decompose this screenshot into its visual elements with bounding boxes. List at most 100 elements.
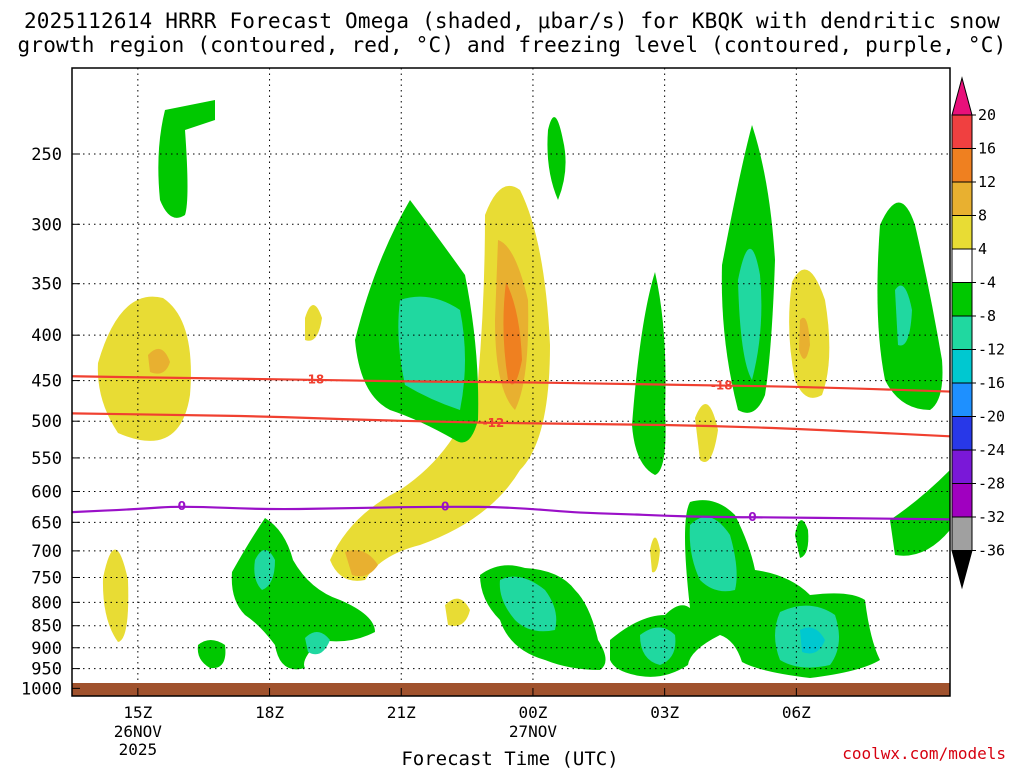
contour-label: -18 [711,379,733,393]
y-tick-label: 300 [31,215,62,235]
colorbar-label: -4 [978,274,996,292]
y-tick-label: 850 [31,617,62,637]
omega-core-descent-10 [499,576,557,632]
x-tick-date: 27NOV [509,722,558,741]
x-tick-label: 21Z [387,703,416,722]
omega-core-ascent-4 [503,282,522,385]
colorbar-swatch [951,516,973,551]
y-axis: 2503003504004505005506006507007508008509… [21,145,80,699]
colorbar-label: -32 [978,508,1005,526]
omega-region-ascent-2 [305,305,322,341]
contours: -18 -18 -12 0 0 0 [72,373,950,524]
omega-region-ascent-10 [650,537,660,573]
omega-region-ascent-1 [97,296,191,441]
omega-region-ascent-6 [695,404,718,462]
y-tick-label: 750 [31,568,62,588]
colorbar-swatch [951,282,973,317]
credit-text[interactable]: coolwx.com/models [842,744,1006,763]
x-tick-date: 26NOV [114,722,163,741]
contour-label: 0 [178,499,186,513]
omega-core-descent-11a [689,517,737,592]
omega-core-ascent-1 [148,348,170,374]
y-tick-label: 350 [31,275,62,295]
colorbar-swatch [951,416,973,451]
colorbar-swatch [951,382,973,417]
y-tick-label: 650 [31,513,62,533]
chart-title-line-1: 2025112614 HRRR Forecast Omega (shaded, … [23,9,1001,33]
colorbar-swatch [951,215,973,250]
omega-region-ascent-9 [445,598,470,626]
colorbar-label: 16 [978,140,996,158]
y-tick-label: 400 [31,326,62,346]
colorbar-label: -36 [978,542,1005,560]
omega-region-descent-12 [795,520,809,558]
y-tick-label: 800 [31,593,62,613]
colorbar-label: 4 [978,240,987,258]
y-tick-label: 1000 [21,679,62,699]
contour-label: 0 [441,500,449,514]
colorbar: 20 16 12 8 4 -4 -8 -12 -16 -20 -24 -28 -32 -36 [951,76,1005,590]
x-tick-year: 2025 [119,740,158,759]
colorbar-top-arrow [951,76,973,116]
x-tick-label: 00Z [518,703,547,722]
colorbar-label: -28 [978,475,1005,493]
dgz-contour-minus12 [72,412,950,438]
contour-label: 0 [748,510,756,524]
x-tick-label: 06Z [782,703,811,722]
contour-label: -12 [483,416,505,430]
omega-region-descent-1 [158,100,215,218]
colorbar-swatch [951,148,973,183]
chart-title-line-2: growth region (contoured, red, °C) and f… [17,33,1007,57]
colorbar-swatch [951,248,973,283]
y-tick-label: 450 [31,372,62,392]
colorbar-label: -12 [978,341,1005,359]
colorbar-swatch [951,449,973,484]
y-tick-label: 600 [31,482,62,502]
omega-region-ascent-7 [789,269,830,398]
y-tick-label: 550 [31,449,62,469]
colorbar-label: 12 [978,173,996,191]
y-tick-label: 700 [31,542,62,562]
colorbar-label: -24 [978,441,1005,459]
omega-core-descent-8b [305,631,330,655]
x-tick-label: 18Z [255,703,284,722]
colorbar-swatch [951,181,973,216]
colorbar-label: -20 [978,408,1005,426]
dgz-contour-minus18 [72,375,950,393]
terrain-strip [72,683,950,696]
omega-core-descent-5 [738,248,762,380]
colorbar-swatch [951,349,973,384]
colorbar-label: -8 [978,307,996,325]
y-tick-label: 950 [31,660,62,680]
omega-region-descent-7 [890,470,950,556]
omega-region-ascent-3 [330,185,550,581]
freezing-level-contour [72,505,950,521]
y-tick-label: 250 [31,145,62,165]
omega-shading-ascent [97,185,830,642]
omega-core-descent-11b [640,627,676,665]
colorbar-swatch [951,483,973,518]
omega-region-ascent-5 [345,550,378,577]
y-tick-label: 500 [31,412,62,432]
omega-shading-descent [158,100,950,678]
x-tick-label: 03Z [650,703,679,722]
plot-frame [71,67,951,697]
colorbar-swatch [951,315,973,350]
omega-region-descent-2 [547,117,566,200]
omega-region-descent-4 [632,272,666,475]
omega-region-ascent-8 [102,549,129,642]
y-tick-label: 900 [31,639,62,659]
x-tick-label: 15Z [123,703,152,722]
omega-core-descent-11d [800,627,825,654]
x-axis-label: Forecast Time (UTC) [401,748,618,768]
colorbar-label: 8 [978,207,987,225]
colorbar-swatch [951,114,973,149]
contour-label: -18 [303,373,325,387]
colorbar-label: -16 [978,374,1005,392]
omega-core-descent-6 [895,285,912,346]
omega-region-descent-9 [197,640,226,669]
colorbar-bottom-arrow [951,550,973,590]
omega-core-ascent-7 [799,317,810,359]
